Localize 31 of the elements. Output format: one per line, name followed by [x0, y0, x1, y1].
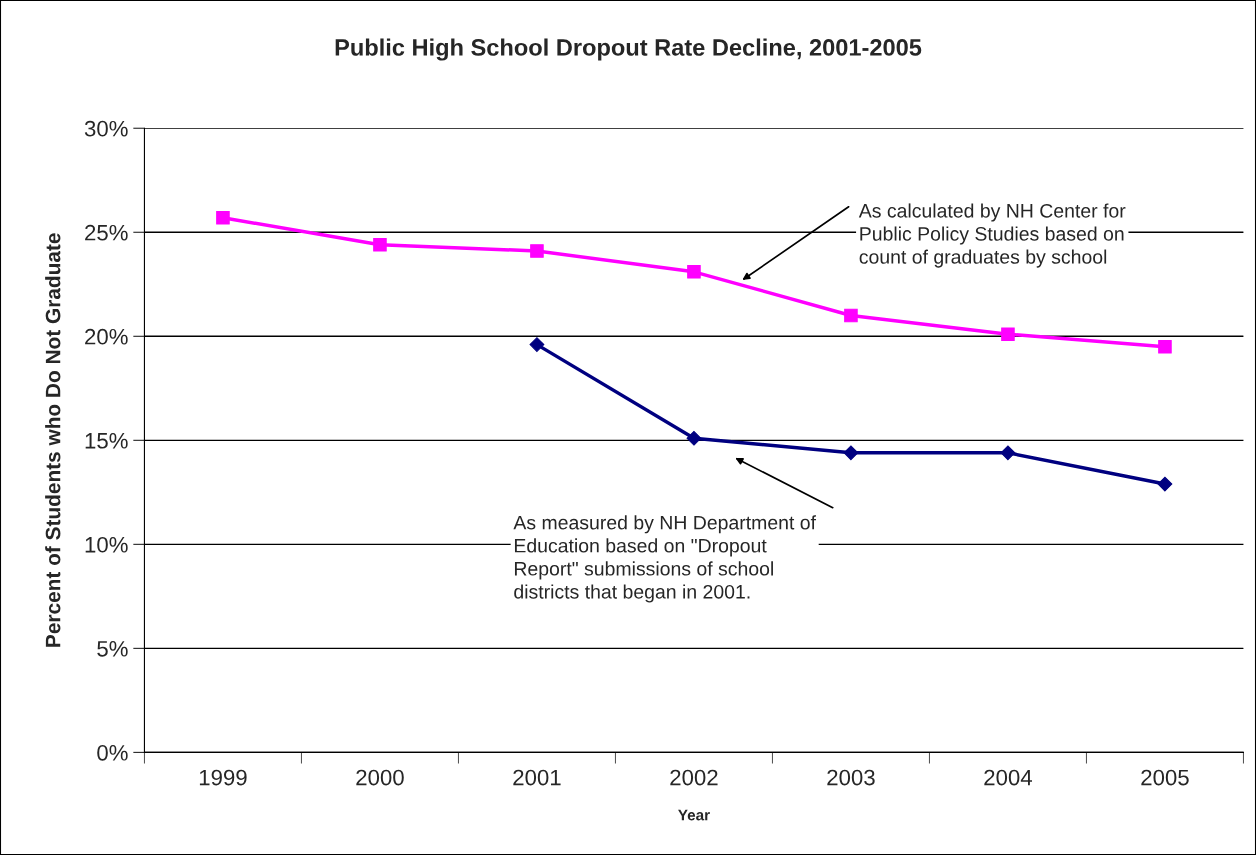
annotation: As measured by NH Department of Education based on "Dropout Report" submissions of school districts that began in 2001. [513, 515, 817, 603]
x-axis-title: Year [678, 809, 710, 821]
y-tick-label: 10% [85, 536, 128, 553]
y-tick-label: 0% [97, 744, 128, 761]
x-tick-label: 1999 [199, 769, 247, 786]
point [373, 237, 387, 252]
x-tick-label: 2004 [984, 769, 1033, 786]
point [843, 445, 859, 461]
chart-title: Public High School Dropout Rate Decline, 2001-2005 [335, 38, 922, 61]
y-tick-label: 30% [84, 120, 128, 137]
point [687, 265, 701, 279]
point [844, 308, 858, 323]
annotation: As calculated by NH Center for Public Policy Studies based on count of graduates by school [858, 203, 1126, 268]
point [686, 430, 702, 446]
point [1157, 476, 1173, 492]
point [1158, 339, 1172, 354]
point [216, 210, 230, 225]
y-tick-label: 15% [85, 432, 128, 449]
x-tick-label: 2003 [827, 769, 875, 786]
x-tick-label: 2002 [670, 769, 718, 786]
point [530, 244, 544, 258]
point [1001, 327, 1015, 341]
y-tick-label: 25% [85, 224, 128, 241]
x-tick-label: 2001 [513, 769, 561, 786]
y-axis-title: Percent of Students who Do Not Graduate [45, 233, 61, 647]
x-tick-label: 2000 [356, 769, 404, 786]
y-tick-label: 20% [85, 328, 128, 345]
x-tick-label: 2005 [1141, 769, 1189, 786]
y-tick-label: 5% [97, 641, 128, 657]
point [1000, 445, 1016, 461]
point [529, 337, 545, 353]
